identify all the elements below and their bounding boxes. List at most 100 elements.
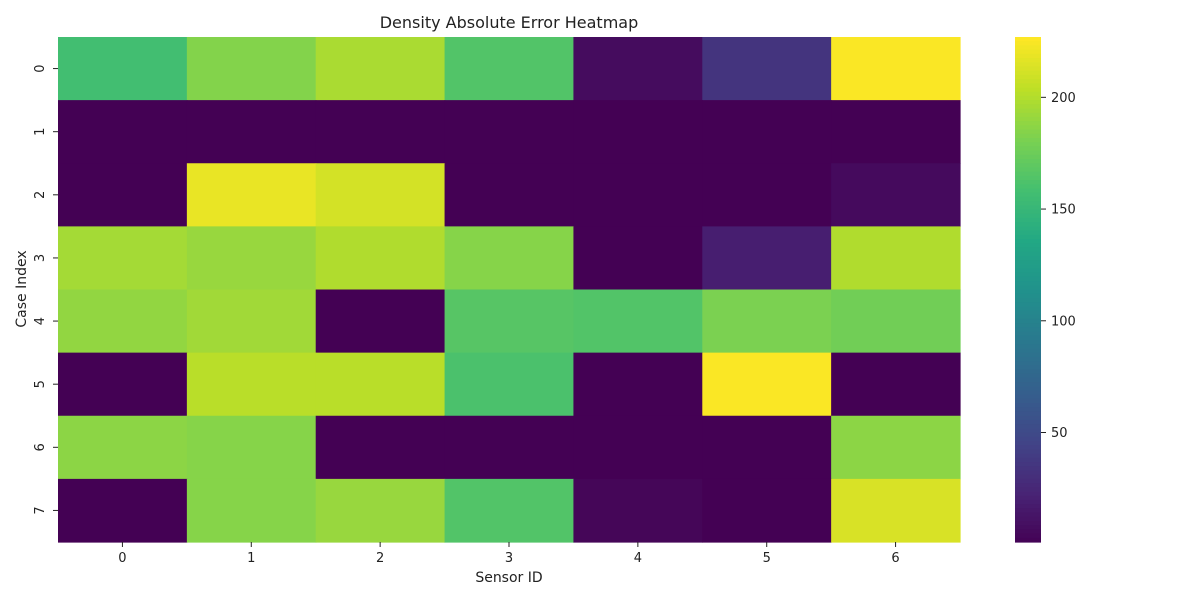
- x-tick-label: 3: [505, 551, 513, 566]
- colorbar: 50 100 150 200: [1015, 37, 1076, 543]
- colorbar-segment: [1015, 533, 1041, 539]
- y-tick-label: 6: [33, 443, 48, 451]
- heatmap-cell: [702, 100, 832, 164]
- heatmap-cell: [315, 352, 446, 417]
- colorbar-segment: [1015, 234, 1041, 240]
- colorbar-segment: [1015, 504, 1041, 509]
- colorbar-segment: [1015, 83, 1041, 89]
- heatmap-cell: [831, 163, 961, 227]
- colorbar-segment: [1015, 205, 1041, 211]
- colorbar-segment: [1015, 340, 1041, 345]
- colorbar-segment: [1015, 125, 1041, 131]
- heatmap-cell: [186, 478, 317, 543]
- heatmap-cell: [315, 226, 446, 291]
- heatmap-cell: [186, 415, 317, 480]
- heatmap-cell: [831, 37, 961, 101]
- y-tick-label: 1: [33, 128, 48, 136]
- colorbar-segment: [1015, 537, 1041, 543]
- colorbar-segment: [1015, 331, 1041, 337]
- colorbar-segment: [1015, 394, 1041, 400]
- colorbar-segment: [1015, 428, 1041, 434]
- colorbar-segment: [1015, 432, 1041, 438]
- colorbar-segment: [1015, 525, 1041, 530]
- colorbar-segment: [1015, 112, 1041, 118]
- x-tick-label: 0: [118, 551, 126, 566]
- heatmap-cell: [831, 289, 961, 354]
- heatmap-cell: [702, 352, 832, 417]
- colorbar-segment: [1015, 251, 1041, 257]
- colorbar-segment: [1015, 247, 1041, 253]
- colorbar-segment: [1015, 386, 1041, 392]
- heatmap-cell: [573, 352, 703, 417]
- colorbar-segment: [1015, 344, 1041, 350]
- heatmap-cell: [58, 478, 188, 543]
- heatmap-cell: [831, 100, 961, 164]
- colorbar-tick-label: 200: [1051, 91, 1076, 106]
- heatmap-cell: [444, 163, 575, 227]
- colorbar-segment: [1015, 327, 1041, 333]
- colorbar-segment: [1015, 462, 1041, 467]
- colorbar-segment: [1015, 470, 1041, 476]
- heatmap-cell: [186, 37, 317, 101]
- heatmap-cell: [315, 163, 446, 227]
- heatmap-cell: [573, 478, 703, 543]
- colorbar-segment: [1015, 365, 1041, 371]
- colorbar-segment: [1015, 91, 1041, 97]
- colorbar-segment: [1015, 302, 1041, 307]
- colorbar-segment: [1015, 70, 1041, 76]
- colorbar-segment: [1015, 516, 1041, 522]
- heatmap-cell: [444, 415, 575, 480]
- heatmap-cell: [573, 100, 703, 164]
- heatmap-cell: [58, 352, 188, 417]
- heatmap-cell: [444, 352, 575, 417]
- colorbar-segment: [1015, 281, 1041, 286]
- heatmap-cell: [702, 226, 832, 291]
- colorbar-segment: [1015, 184, 1041, 190]
- heatmap-cell: [186, 100, 317, 164]
- colorbar-segment: [1015, 95, 1041, 101]
- colorbar-segment: [1015, 415, 1041, 421]
- y-tick-label: 7: [33, 506, 48, 514]
- colorbar-segment: [1015, 192, 1041, 198]
- colorbar-segment: [1015, 159, 1041, 164]
- colorbar-tick-label: 50: [1051, 426, 1068, 441]
- colorbar-segment: [1015, 243, 1041, 249]
- heatmap-cell: [831, 352, 961, 417]
- heatmap-cell: [58, 226, 188, 291]
- heatmap-cell: [444, 100, 575, 164]
- heatmap-cell: [702, 163, 832, 227]
- colorbar-segment: [1015, 163, 1041, 169]
- colorbar-segment: [1015, 49, 1041, 55]
- colorbar-segment: [1015, 520, 1041, 526]
- colorbar-segment: [1015, 37, 1041, 42]
- colorbar-segment: [1015, 453, 1041, 459]
- colorbar-segment: [1015, 188, 1041, 194]
- colorbar-segment: [1015, 104, 1041, 110]
- colorbar-segment: [1015, 129, 1041, 135]
- colorbar-segment: [1015, 398, 1041, 404]
- colorbar-segment: [1015, 222, 1041, 227]
- heatmap-cell: [444, 37, 575, 101]
- colorbar-segment: [1015, 445, 1041, 451]
- heatmap-cell: [186, 289, 317, 354]
- colorbar-segment: [1015, 276, 1041, 282]
- colorbar-segment: [1015, 377, 1041, 383]
- colorbar-segment: [1015, 53, 1041, 59]
- colorbar-segment: [1015, 87, 1041, 93]
- heatmap-cell: [186, 352, 317, 417]
- heatmap-cell: [831, 226, 961, 291]
- colorbar-segment: [1015, 424, 1041, 429]
- colorbar-segment: [1015, 310, 1041, 316]
- colorbar-segment: [1015, 226, 1041, 232]
- colorbar-segment: [1015, 180, 1041, 185]
- y-tick-label: 5: [33, 380, 48, 388]
- colorbar-segment: [1015, 41, 1041, 47]
- heatmap-cell: [315, 478, 446, 543]
- colorbar-segment: [1015, 483, 1041, 488]
- y-tick-label: 2: [33, 191, 48, 199]
- colorbar-segment: [1015, 66, 1041, 72]
- y-axis-ticks: 0 1 2 3 4 5 6 7: [33, 64, 58, 515]
- colorbar-segment: [1015, 167, 1041, 173]
- colorbar-segment: [1015, 529, 1041, 535]
